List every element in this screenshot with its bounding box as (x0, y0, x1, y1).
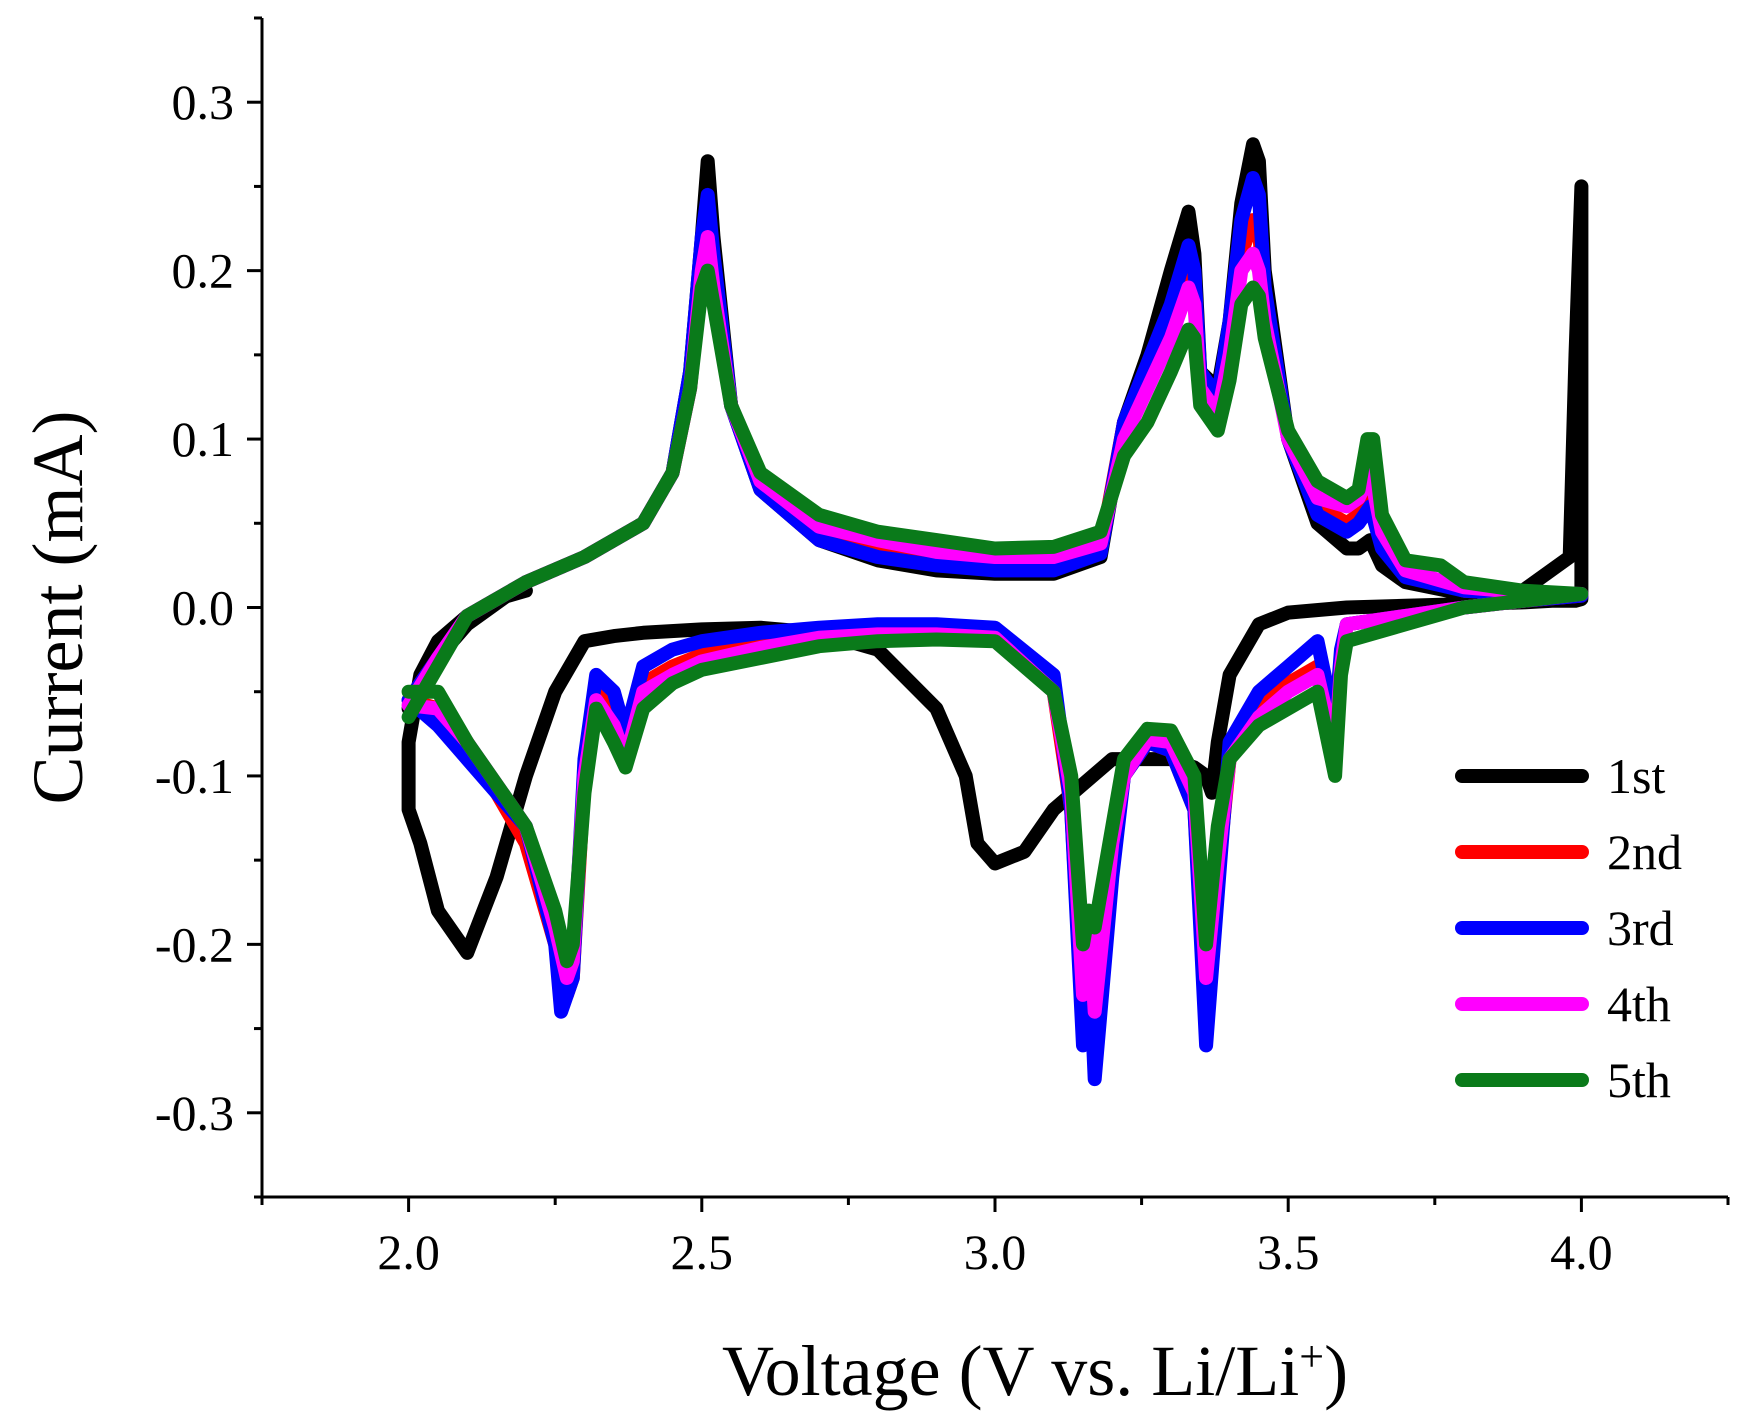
legend: 1st 2nd 3rd 4th 5th (1455, 748, 1682, 1108)
legend-label-1st: 1st (1607, 748, 1665, 804)
tick-labels: 0.3 0.2 0.1 0.0 -0.1 -0.2 -0.3 2.0 2.5 3.0 3.5 4.0 (155, 74, 1613, 1280)
x-tick-label: 2.0 (377, 1224, 440, 1280)
legend-label-3rd: 3rd (1607, 900, 1674, 956)
y-tick-label: -0.2 (155, 916, 234, 972)
x-tick-label: 3.5 (1257, 1224, 1320, 1280)
y-tick-label: 0.2 (172, 243, 235, 299)
x-axis-title-main: Voltage (V vs. Li/Li (722, 1331, 1299, 1411)
legend-label-5th: 5th (1607, 1052, 1671, 1108)
x-tick-label: 2.5 (671, 1224, 734, 1280)
series-lines (401, 137, 1589, 1087)
x-tick-label: 3.0 (964, 1224, 1027, 1280)
legend-label-4th: 4th (1607, 976, 1671, 1032)
y-tick-label: -0.3 (155, 1085, 234, 1141)
x-axis-title-close: ) (1324, 1331, 1348, 1411)
series-line-5th (401, 263, 1589, 969)
x-tick-label: 4.0 (1550, 1224, 1613, 1280)
y-tick-label: 0.1 (172, 411, 235, 467)
x-axis-title-superscript: + (1299, 1332, 1324, 1381)
y-tick-label: -0.1 (155, 748, 234, 804)
y-tick-label: 0.3 (172, 74, 235, 130)
legend-label-2nd: 2nd (1607, 824, 1682, 880)
y-tick-label: 0.0 (172, 580, 235, 636)
x-axis-title: Voltage (V vs. Li/Li+) (722, 1331, 1348, 1411)
axes (247, 16, 1730, 1212)
y-axis-title: Current (mA) (18, 411, 98, 805)
